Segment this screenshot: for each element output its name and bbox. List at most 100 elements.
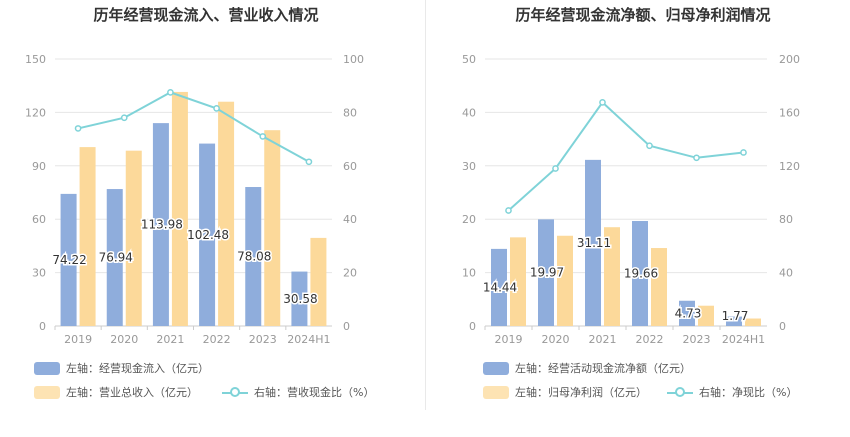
y-right-tick-label: 0	[343, 320, 350, 333]
legend-label: 左轴：归母净利润（亿元）	[515, 386, 647, 399]
bar-revenue	[218, 101, 235, 326]
line-point	[646, 142, 653, 150]
legend-label: 左轴：营业总收入（亿元）	[66, 386, 198, 399]
y-right-tick-label: 100	[343, 53, 364, 66]
line-point	[74, 125, 82, 132]
bar-cash-inflow	[152, 123, 169, 326]
y-left-tick-label: 120	[25, 106, 46, 119]
legend-swatch	[34, 361, 60, 375]
legend-item-series-3[interactable]: 右轴：营收现金比（%）	[222, 384, 374, 400]
y-right-tick-label: 80	[779, 213, 793, 226]
line-point	[552, 165, 559, 172]
bar-revenue	[310, 237, 327, 326]
bar-net-profit	[698, 305, 714, 326]
data-label: 76.94	[99, 251, 133, 265]
bar-net-profit	[557, 235, 573, 326]
line-point	[693, 154, 700, 162]
bar-net-cash-flow	[538, 219, 554, 326]
panel-divider	[425, 0, 426, 410]
x-tick-label: 2024H1	[722, 333, 765, 346]
y-left-tick-label: 0	[39, 320, 46, 333]
data-label: 1.77	[722, 309, 749, 323]
bar-net-profit	[651, 248, 667, 326]
legend-line-icon	[667, 386, 693, 399]
data-label: 74.22	[52, 253, 86, 267]
bar-net-profit	[745, 318, 761, 326]
y-right-tick-label: 40	[779, 267, 793, 280]
line-point	[259, 133, 267, 140]
y-left-tick-label: 20	[462, 213, 476, 226]
bar-net-profit	[510, 237, 526, 326]
y-right-tick-label: 120	[779, 160, 800, 173]
ratio-line	[507, 100, 744, 212]
y-right-tick-label: 60	[343, 160, 357, 173]
legend-item-series-1[interactable]: 左轴：经营活动现金流净额（亿元）	[483, 360, 691, 376]
legend-item-series-2[interactable]: 左轴：归母净利润（亿元）	[483, 384, 647, 400]
bar-cash-inflow	[60, 193, 77, 326]
bar-net-profit	[604, 227, 620, 326]
legend-item-series-1[interactable]: 左轴：经营现金流入（亿元）	[34, 360, 209, 376]
chart-title: 历年经营现金流入、营业收入情况	[93, 6, 318, 24]
bar-net-cash-flow	[632, 221, 648, 326]
y-right-tick-label: 160	[779, 106, 800, 119]
legend-swatch	[34, 385, 60, 399]
chart-cash-inflow-revenue: 历年经营现金流入、营业收入情况 0 30 60 90 120 150 0 20 40 60 80 10…	[25, 6, 364, 346]
y-right-tick-label: 0	[779, 320, 786, 333]
x-tick-label: 2022	[203, 333, 231, 346]
x-tick-label: 2019	[64, 333, 92, 346]
legend-label: 右轴：营收现金比（%）	[254, 386, 375, 399]
y-left-tick-label: 40	[462, 106, 476, 119]
x-tick-label: 2019	[495, 333, 523, 346]
x-tick-label: 2020	[110, 333, 138, 346]
y-left-tick-label: 10	[462, 267, 476, 280]
y-left-tick-label: 30	[462, 160, 476, 173]
legend-item-series-2[interactable]: 左轴：营业总收入（亿元）	[34, 384, 198, 400]
x-tick-label: 2023	[683, 333, 711, 346]
x-tick-label: 2021	[156, 333, 184, 346]
bar-revenue	[125, 150, 142, 326]
data-label: 14.44	[483, 280, 517, 294]
chart-net-cash-profit: 历年经营现金流净额、归母净利润情况 0 10 20 30 40 50 0 40 80 120 160…	[462, 6, 800, 346]
ratio-line	[77, 91, 310, 163]
data-label: 113.98	[141, 218, 183, 232]
y-left-tick-label: 60	[32, 213, 46, 226]
y-left-tick-label: 90	[32, 160, 46, 173]
legend-label: 左轴：经营现金流入（亿元）	[66, 362, 209, 375]
y-left-tick-label: 30	[32, 267, 46, 280]
chart-title: 历年经营现金流净额、归母净利润情况	[515, 6, 770, 24]
line-point	[305, 158, 313, 166]
bar-revenue	[264, 130, 281, 326]
data-label: 19.97	[530, 266, 564, 280]
x-tick-label: 2020	[542, 333, 570, 346]
x-tick-label: 2021	[589, 333, 617, 346]
bar-cash-inflow	[199, 143, 216, 326]
line-point	[505, 207, 512, 214]
data-label: 4.73	[675, 306, 702, 320]
line-point	[120, 114, 128, 122]
bar-cash-inflow	[106, 189, 123, 326]
legend-label: 左轴：经营活动现金流净额（亿元）	[515, 362, 691, 375]
bar-cash-inflow	[291, 271, 308, 326]
data-label: 102.48	[187, 228, 229, 242]
data-label: 19.66	[624, 267, 658, 281]
data-label: 78.08	[237, 250, 271, 264]
legend-swatch	[483, 361, 509, 375]
x-tick-label: 2023	[249, 333, 277, 346]
y-right-tick-label: 200	[779, 53, 800, 66]
legend-line-icon	[222, 386, 248, 399]
y-left-tick-label: 150	[25, 53, 46, 66]
bar-net-cash-flow	[679, 300, 695, 326]
legend-label: 右轴：净现比（%）	[699, 386, 798, 399]
bar-cash-inflow	[245, 187, 262, 326]
line-point	[167, 89, 174, 96]
line-point	[599, 99, 606, 106]
line-point	[213, 105, 220, 112]
y-right-tick-label: 40	[343, 213, 357, 226]
legend-item-series-3[interactable]: 右轴：净现比（%）	[667, 384, 797, 400]
bar-revenue	[171, 91, 188, 327]
data-label: 31.11	[577, 236, 611, 250]
line-point	[740, 149, 747, 156]
data-label: 30.58	[283, 292, 317, 306]
bar-revenue	[79, 147, 96, 326]
